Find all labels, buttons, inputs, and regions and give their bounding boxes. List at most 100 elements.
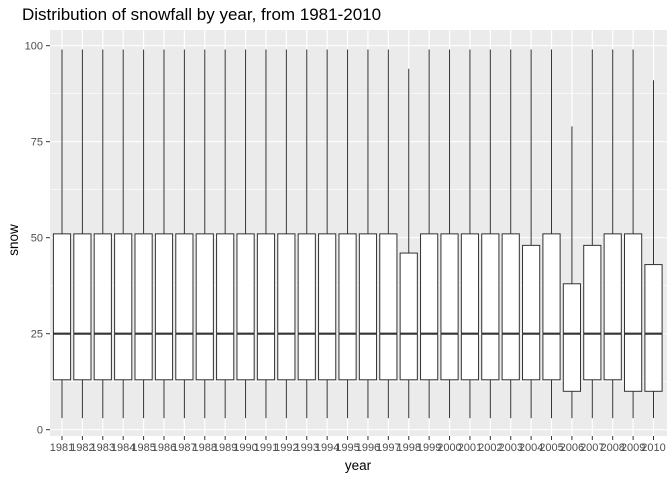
y-tick-label: 100: [25, 41, 43, 53]
box-1999: [420, 49, 439, 419]
box-body: [277, 233, 296, 381]
box-body: [379, 233, 398, 381]
x-tick-label: 2008: [600, 442, 624, 454]
x-tick-label: 2007: [580, 442, 604, 454]
box-body: [195, 233, 214, 381]
y-tick-label: 50: [31, 233, 43, 245]
box-body: [73, 233, 92, 381]
x-tick-label: 2000: [437, 442, 461, 454]
box-body: [236, 233, 255, 381]
x-tick-label: 1988: [193, 442, 217, 454]
box-body: [175, 233, 194, 381]
boxes-group: [52, 49, 663, 419]
box-body: [318, 233, 337, 381]
y-axis: 0 25 50 75 100: [25, 41, 50, 437]
box-2002: [481, 49, 500, 419]
box-1988: [195, 49, 214, 419]
y-tick-label: 25: [31, 329, 43, 341]
box-1982: [73, 49, 92, 419]
x-tick-label: 1998: [396, 442, 420, 454]
box-1990: [236, 49, 255, 419]
box-body: [644, 264, 663, 392]
box-body: [52, 233, 72, 381]
x-tick-label: 1986: [152, 442, 176, 454]
box-2001: [460, 49, 480, 419]
box-2005: [542, 49, 561, 419]
box-1998: [399, 68, 418, 419]
x-tick-label: 2005: [539, 442, 563, 454]
y-tick-label: 0: [37, 425, 43, 437]
box-1981: [52, 49, 72, 419]
x-tick-label: 1999: [417, 442, 441, 454]
box-1994: [318, 49, 337, 419]
x-tick-label: 1981: [50, 442, 74, 454]
x-tick-label: 1997: [376, 442, 400, 454]
box-body: [216, 233, 235, 381]
x-tick-label: 2004: [519, 442, 543, 454]
box-1993: [297, 49, 316, 419]
x-tick-label: 1993: [295, 442, 319, 454]
box-2009: [624, 49, 643, 419]
box-body: [501, 233, 520, 381]
x-axis: 1981198219831984198519861987198819891990…: [50, 436, 666, 454]
box-body: [420, 233, 439, 381]
box-2006: [562, 126, 582, 419]
box-body: [440, 233, 459, 381]
x-tick-label: 2002: [478, 442, 502, 454]
box-body: [154, 233, 174, 381]
box-1987: [175, 49, 194, 419]
y-tick-label: 75: [31, 137, 43, 149]
box-1989: [216, 49, 235, 419]
x-tick-label: 2003: [498, 442, 522, 454]
x-tick-label: 1984: [111, 442, 135, 454]
x-tick-label: 1994: [315, 442, 339, 454]
x-tick-label: 1995: [335, 442, 359, 454]
x-tick-label: 1985: [131, 442, 155, 454]
chart-title: Distribution of snowfall by year, from 1…: [22, 5, 381, 24]
box-2003: [501, 49, 520, 419]
x-tick-label: 1989: [213, 442, 237, 454]
x-tick-label: 1982: [70, 442, 94, 454]
y-axis-label: snow: [6, 224, 21, 256]
box-1997: [379, 49, 398, 419]
box-body: [460, 233, 480, 381]
box-1996: [358, 49, 378, 419]
x-tick-label: 1991: [254, 442, 278, 454]
box-body: [134, 233, 153, 381]
box-2008: [603, 49, 622, 419]
box-1984: [114, 49, 133, 419]
box-2000: [440, 49, 459, 419]
box-body: [358, 233, 378, 381]
box-2010: [644, 80, 663, 419]
box-1991: [256, 49, 276, 419]
box-2007: [583, 49, 602, 419]
x-tick-label: 1987: [172, 442, 196, 454]
box-body: [93, 233, 112, 381]
box-body: [114, 233, 133, 381]
box-body: [603, 233, 622, 381]
x-tick-label: 1992: [274, 442, 298, 454]
box-body: [338, 233, 357, 381]
box-1983: [93, 49, 112, 419]
box-body: [399, 252, 418, 381]
box-2004: [522, 49, 541, 419]
x-tick-label: 2010: [641, 442, 665, 454]
x-tick-label: 2009: [621, 442, 645, 454]
box-body: [297, 233, 316, 381]
box-body: [542, 233, 561, 381]
box-1986: [154, 49, 174, 419]
box-1992: [277, 49, 296, 419]
box-1995: [338, 49, 357, 419]
box-body: [562, 283, 582, 392]
x-tick-label: 2001: [458, 442, 482, 454]
x-tick-label: 1996: [356, 442, 380, 454]
box-body: [256, 233, 276, 381]
x-axis-label: year: [345, 458, 372, 473]
box-body: [522, 244, 541, 381]
box-body: [481, 233, 500, 381]
box-1985: [134, 49, 153, 419]
x-tick-label: 2006: [560, 442, 584, 454]
x-tick-label: 1983: [91, 442, 115, 454]
